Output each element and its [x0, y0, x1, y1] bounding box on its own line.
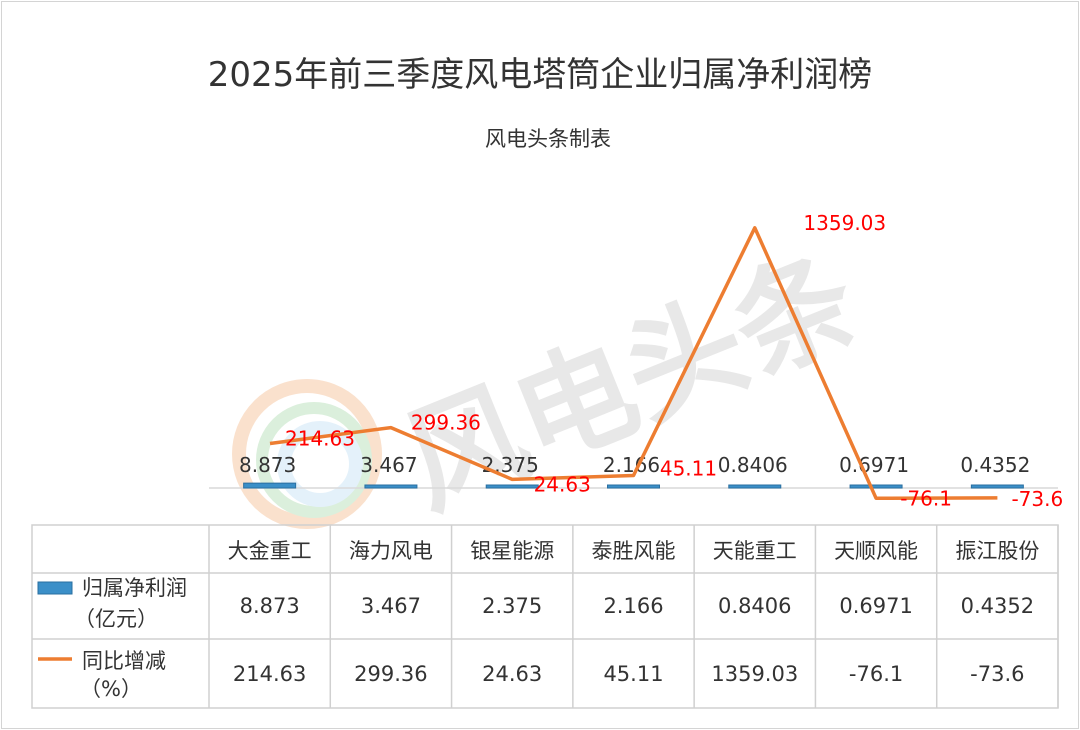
table-header-cell: 银星能源	[470, 539, 554, 563]
line-value-label: 24.63	[534, 472, 591, 496]
chart-title: 2025年前三季度风电塔筒企业归属净利润榜	[208, 55, 873, 95]
line-value-label: 214.63	[285, 427, 355, 451]
table-header-cell: 振江股份	[955, 539, 1039, 563]
bar-value-label: 0.4352	[960, 453, 1030, 477]
table-cell-yoy: -73.6	[970, 662, 1024, 686]
bar-3	[607, 484, 660, 489]
bar-value-label: 2.166	[603, 453, 660, 477]
table-cell-profit: 8.873	[240, 594, 300, 618]
legend-label: （%）	[80, 677, 142, 701]
bar-0	[243, 482, 297, 489]
legend-label: 归属净利润	[82, 576, 187, 600]
table-header-cell: 天能重工	[713, 539, 797, 563]
table-cell-profit: 0.6971	[839, 594, 912, 618]
table-header-cell: 泰胜风能	[592, 539, 676, 563]
table-header-cell: 天顺风能	[834, 539, 918, 563]
table-cell-yoy: 1359.03	[711, 662, 798, 686]
bar-2	[485, 484, 539, 489]
line-value-label: -73.6	[1011, 487, 1063, 511]
bar-series	[243, 482, 1024, 489]
table-cell-yoy: 45.11	[603, 662, 663, 686]
bar-value-label: 3.467	[360, 453, 417, 477]
table-cell-profit: 0.4352	[961, 594, 1034, 618]
bar-value-label: 0.6971	[839, 453, 909, 477]
line-value-labels: 214.63 299.36 24.63 45.11 1359.03 -76.1 -73.6	[285, 211, 1063, 511]
table-header-cell: 海力风电	[349, 539, 433, 563]
legend-label: （亿元）	[74, 607, 158, 631]
bar-4	[728, 484, 782, 489]
table-cell-yoy: 214.63	[233, 662, 306, 686]
data-table: 大金重工 海力风电 银星能源 泰胜风能 天能重工 天顺风能 振江股份 8.873 3.467 2.…	[31, 524, 1059, 709]
line-value-label: 299.36	[411, 411, 481, 435]
bar-value-label: 0.8406	[718, 453, 788, 477]
table-cell-profit: 2.375	[482, 594, 542, 618]
watermark-logo	[232, 379, 382, 529]
table-cell-yoy: -76.1	[849, 662, 903, 686]
chart-subtitle: 风电头条制表	[485, 127, 611, 151]
table-cell-yoy: 299.36	[354, 662, 427, 686]
bar-value-label: 2.375	[482, 453, 539, 477]
table-cell-profit: 0.8406	[718, 594, 791, 618]
bar-value-label: 8.873	[239, 453, 296, 477]
bar-value-labels: 8.873 3.467 2.375 2.166 0.8406 0.6971 0.4352	[239, 453, 1030, 477]
bar-5	[849, 484, 903, 489]
table-cell-yoy: 24.63	[482, 662, 542, 686]
table-cell-profit: 3.467	[361, 594, 421, 618]
table-header-cell: 大金重工	[228, 539, 312, 563]
legend-label: 同比增减	[82, 649, 166, 673]
line-value-label: 45.11	[660, 456, 717, 480]
line-value-label: 1359.03	[803, 211, 886, 235]
bar-1	[364, 484, 418, 489]
line-value-label: -76.1	[900, 486, 952, 510]
table-cell-profit: 2.166	[603, 594, 663, 618]
legend-bar-swatch	[37, 581, 73, 595]
bar-6	[970, 484, 1024, 489]
yoy-line	[269, 226, 998, 501]
